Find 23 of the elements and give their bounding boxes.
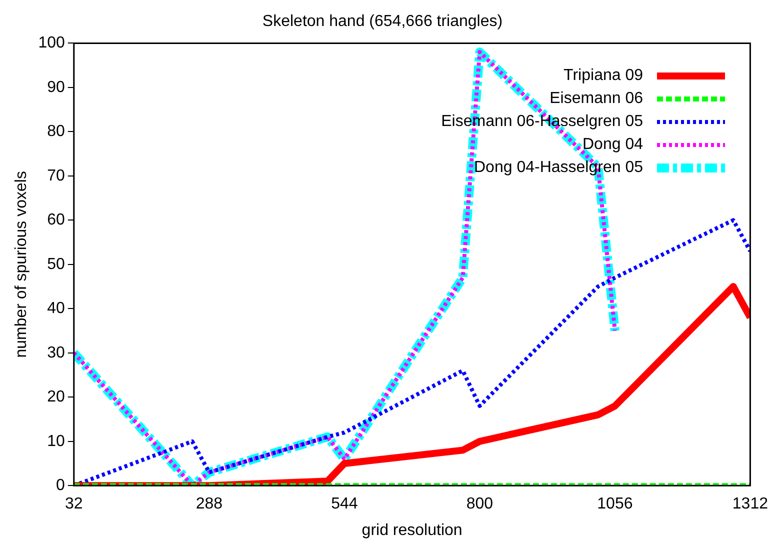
y-tick-label: 10 xyxy=(47,432,65,450)
x-tick-label: 800 xyxy=(466,496,494,513)
y-tick-label: 60 xyxy=(47,212,65,229)
x-tick-label: 32 xyxy=(64,496,83,513)
y-tick-label: 0 xyxy=(56,477,65,494)
x-tick-label: 544 xyxy=(331,496,358,513)
chart-title: Skeleton hand (654,666 triangles) xyxy=(262,13,503,30)
y-tick-label: 80 xyxy=(47,123,65,140)
legend-label: Tripiana 09 xyxy=(564,66,643,86)
y-tick-label: 50 xyxy=(47,256,65,273)
x-tick-label: 1056 xyxy=(597,496,633,513)
legend-label: Eisemann 06 xyxy=(550,89,643,109)
x-axis-title: grid resolution xyxy=(362,522,462,539)
legend-label: Dong 04 xyxy=(582,135,643,155)
y-axis-title: number of spurious voxels xyxy=(13,171,30,358)
y-tick-label: 90 xyxy=(47,78,65,96)
y-tick-label: 30 xyxy=(47,344,65,362)
y-tick-label: 20 xyxy=(47,388,65,406)
y-tick-label: 70 xyxy=(47,167,65,184)
x-tick-label: 1312 xyxy=(732,496,768,513)
y-tick-label: 100 xyxy=(38,34,65,52)
x-tick-label: 288 xyxy=(196,496,223,513)
y-tick-label: 40 xyxy=(47,300,65,318)
